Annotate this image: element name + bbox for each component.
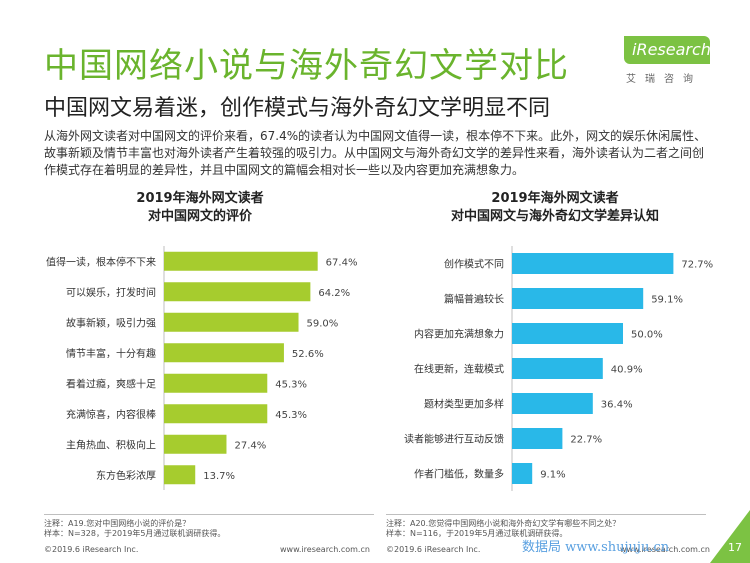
right-chart-title-line2: 对中国网文与海外奇幻文学差异认知 — [450, 209, 659, 224]
right-category-label: 读者能够进行互动反馈 — [404, 433, 504, 446]
page-title: 中国网络小说与海外奇幻文学对比 — [44, 46, 569, 86]
iresearch-logo: iResearch 艾瑞咨询 — [612, 36, 712, 86]
watermark-text: 数据局 www.shujuju.cn — [522, 540, 670, 555]
left-category-label: 看着过瘾，爽感十足 — [66, 377, 156, 390]
left-category-label: 东方色彩浓厚 — [96, 469, 156, 482]
right-category-label: 作者门槛低，数量多 — [414, 468, 504, 481]
left-url: www.iresearch.com.cn — [280, 545, 370, 554]
left-bar — [164, 251, 318, 271]
left-note-line1: 注释：A19.您对中国网络小说的评价是？ — [44, 519, 191, 528]
right-category-label: 创作模式不同 — [444, 258, 504, 271]
left-bar — [164, 465, 196, 485]
right-value-label: 36.4% — [601, 400, 633, 411]
right-note-divider — [386, 514, 706, 515]
right-value-label: 50.0% — [631, 330, 663, 341]
right-category-label: 在线更新，连载模式 — [414, 363, 504, 376]
right-url: www.iresearch.com.cn — [620, 545, 710, 554]
right-value-label: 40.9% — [611, 365, 643, 376]
left-category-label: 故事新颖，吸引力强 — [66, 316, 156, 329]
left-chart-title-line1: 2019年海外网文读者 — [136, 191, 264, 206]
logo-badge — [624, 36, 710, 64]
left-value-label: 45.3% — [275, 379, 307, 390]
right-chart-title-line1: 2019年海外网文读者 — [491, 191, 619, 206]
page-number: 17 — [728, 541, 742, 554]
left-value-label: 64.2% — [318, 288, 350, 299]
left-value-label: 45.3% — [275, 410, 307, 421]
right-note-line2: 样本：N=116，于2019年5月通过联机调研获得。 — [386, 529, 568, 538]
left-note-divider — [44, 514, 374, 515]
left-bar — [164, 373, 268, 393]
right-value-label: 22.7% — [570, 435, 602, 446]
logo-text: iResearch — [632, 40, 711, 59]
right-category-label: 篇幅普遍较长 — [444, 293, 504, 306]
left-category-label: 值得一读，根本停不下来 — [46, 255, 156, 268]
left-category-label: 可以娱乐，打发时间 — [66, 286, 156, 299]
right-note-line1: 注释：A20.您觉得中国网络小说和海外奇幻文学有哪些不同之处？ — [386, 519, 621, 528]
left-bar — [164, 434, 227, 454]
left-category-label: 主角热血、积极向上 — [66, 438, 156, 451]
left-bar — [164, 343, 284, 363]
right-bar — [512, 463, 533, 484]
left-chart-title-line2: 对中国网文的评价 — [147, 209, 252, 224]
left-bar — [164, 282, 311, 302]
left-bar — [164, 312, 299, 332]
left-value-label: 59.0% — [307, 318, 339, 329]
left-value-label: 52.6% — [292, 349, 324, 360]
left-note-line2: 样本：N=328，于2019年5月通过联机调研获得。 — [44, 529, 226, 538]
right-category-label: 题材类型更加多样 — [424, 398, 504, 411]
left-value-label: 67.4% — [326, 257, 358, 268]
right-value-label: 9.1% — [540, 470, 565, 481]
right-chart-title: 2019年海外网文读者 对中国网文与海外奇幻文学差异认知 — [420, 190, 690, 226]
right-category-label: 内容更加充满想象力 — [414, 328, 504, 341]
left-value-label: 27.4% — [234, 440, 266, 451]
logo-cn-text: 艾瑞咨询 — [626, 74, 702, 85]
page-subtitle: 中国网文易着迷，创作模式与海外奇幻文学明显不同 — [44, 96, 551, 121]
left-category-label: 充满惊喜，内容很棒 — [66, 408, 156, 421]
left-value-label: 13.7% — [203, 471, 235, 482]
left-chart-title: 2019年海外网文读者 对中国网文的评价 — [95, 190, 305, 226]
right-bar — [512, 288, 644, 309]
left-copyright: ©2019.6 iResearch Inc. — [44, 545, 139, 554]
right-bar — [512, 393, 593, 414]
right-copyright: ©2019.6 iResearch Inc. — [386, 545, 481, 554]
right-bar — [512, 428, 563, 449]
right-value-label: 72.7% — [681, 260, 713, 271]
left-category-label: 情节丰富，十分有趣 — [66, 347, 156, 360]
left-bar — [164, 404, 268, 424]
right-value-label: 59.1% — [651, 295, 683, 306]
intro-paragraph: 从海外网文读者对中国网文的评价来看，67.4%的读者认为中国网文值得一读，根本停… — [44, 129, 707, 177]
right-bar — [512, 253, 674, 274]
right-bar — [512, 323, 623, 344]
right-bar — [512, 358, 603, 379]
right-note: 注释：A20.您觉得中国网络小说和海外奇幻文学有哪些不同之处？ 样本：N=116… — [386, 519, 620, 539]
page-corner-triangle — [710, 510, 750, 563]
left-note: 注释：A19.您对中国网络小说的评价是？ 样本：N=328，于2019年5月通过… — [44, 519, 225, 539]
